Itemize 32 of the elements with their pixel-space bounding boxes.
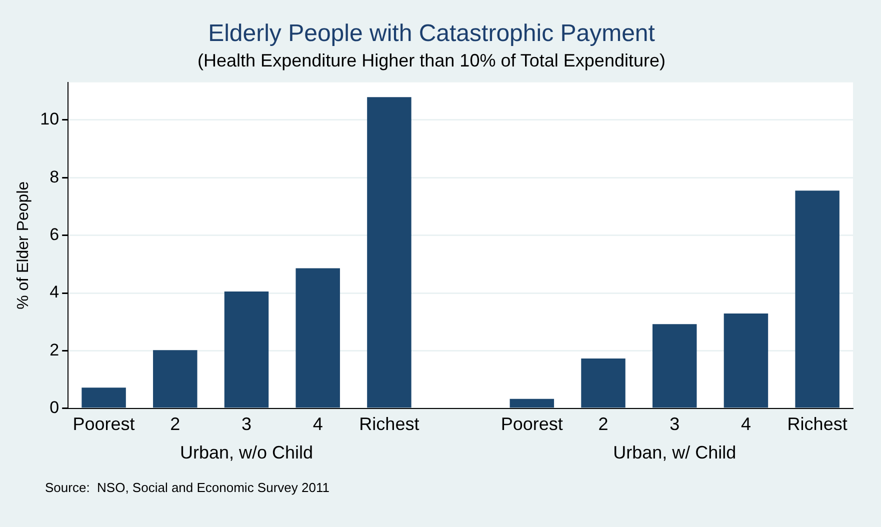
y-tick-label: 6 bbox=[50, 224, 60, 244]
x-tick-label: Richest bbox=[359, 414, 420, 434]
y-tick-label: 0 bbox=[50, 398, 60, 418]
text: Urban, w/ Child bbox=[613, 442, 736, 462]
y-tick-label: 10 bbox=[40, 110, 60, 129]
x-tick-label: 2 bbox=[598, 414, 608, 434]
bar bbox=[367, 97, 412, 408]
x-tick-label: 4 bbox=[312, 414, 323, 434]
x-tick-label: 4 bbox=[740, 414, 751, 434]
x-tick-label: 3 bbox=[241, 414, 252, 434]
bar bbox=[795, 190, 840, 408]
bar bbox=[153, 350, 198, 408]
bar bbox=[652, 324, 697, 408]
x-tick-label: 2 bbox=[170, 414, 180, 434]
bar bbox=[510, 398, 554, 408]
x-tick-label: Poorest bbox=[500, 414, 563, 434]
bar bbox=[724, 313, 768, 408]
x-tick-label: 3 bbox=[670, 414, 680, 434]
y-tick-label: 8 bbox=[50, 167, 60, 186]
x-tick-label: Poorest bbox=[72, 414, 135, 434]
x-tick-label: Richest bbox=[787, 414, 848, 434]
chart-title: Elderly People with Catastrophic Payment bbox=[208, 20, 656, 48]
bar bbox=[224, 292, 269, 408]
chart-subtitle: (Health Expenditure Higher than 10% of Total Expenditure) bbox=[198, 50, 666, 71]
bar bbox=[581, 358, 626, 408]
source-note: Source: NSO, Social and Economic Survey 2011 bbox=[45, 480, 330, 495]
y-axis-title: % of Elder People bbox=[15, 181, 32, 310]
y-tick-label: 4 bbox=[50, 282, 60, 302]
bar bbox=[82, 388, 126, 408]
y-tick-label: 2 bbox=[50, 340, 60, 360]
text: Urban, w/o Child bbox=[180, 442, 314, 462]
bar bbox=[296, 268, 340, 408]
